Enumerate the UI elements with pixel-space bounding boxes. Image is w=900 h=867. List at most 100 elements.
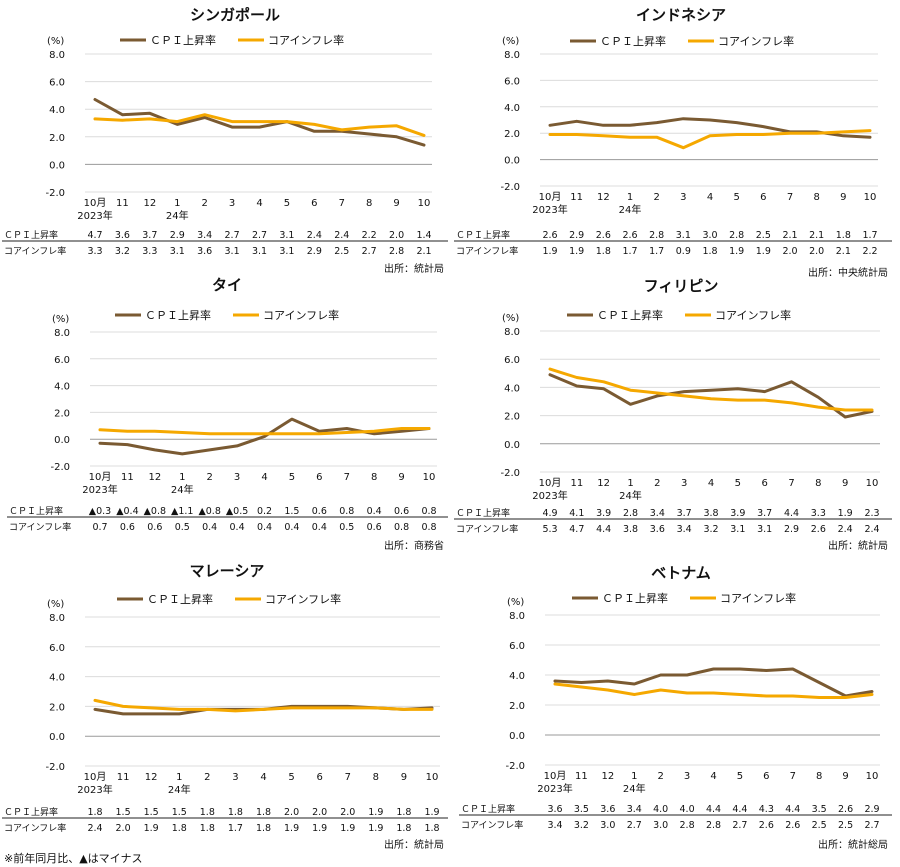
table-cell: 1.5 xyxy=(172,807,187,818)
table-cell: 0.5 xyxy=(339,522,354,533)
table-cell: 2.7 xyxy=(225,230,240,241)
y-tick-label: 8.0 xyxy=(509,611,525,622)
table-cell: 0.4 xyxy=(202,522,217,533)
table-cell: 2.5 xyxy=(756,230,771,241)
table-cell: 2.8 xyxy=(680,820,695,831)
x-tick-label: 7 xyxy=(339,198,345,209)
x-tick-label: 10月 xyxy=(539,191,562,203)
x-tick-label: 10 xyxy=(423,472,436,483)
x-tick-label: 10 xyxy=(864,192,877,203)
table-cell: 2.0 xyxy=(340,807,355,818)
table-cell: 0.9 xyxy=(676,246,691,257)
table-cell: 1.8 xyxy=(596,246,611,257)
table-cell: 0.6 xyxy=(367,522,382,533)
table-cell: 1.9 xyxy=(756,246,771,257)
chart-legend: ＣＰＩ上昇率 コアインフレ率 xyxy=(572,591,796,605)
table-row-label: コアインフレ率 xyxy=(9,521,71,533)
table-cell: 4.4 xyxy=(785,804,800,815)
table-cell: 2.1 xyxy=(836,246,851,257)
table-cell: 0.2 xyxy=(257,506,272,517)
y-tick-label: 6.0 xyxy=(509,641,525,652)
table-cell: 2.8 xyxy=(623,508,638,519)
legend-label-core: コアインフレ率 xyxy=(715,308,791,322)
table-cell: 1.8 xyxy=(172,823,187,834)
table-cell: 2.6 xyxy=(759,820,774,831)
legend-label-core: コアインフレ率 xyxy=(268,33,344,47)
chart-legend: ＣＰＩ上昇率 コアインフレ率 xyxy=(115,308,339,322)
table-cell: 3.6 xyxy=(650,524,665,535)
x-tick-label: 8 xyxy=(366,198,372,209)
chart-title: シンガポール xyxy=(190,6,280,24)
table-cell: 1.8 xyxy=(702,246,717,257)
table-cell: 0.8 xyxy=(421,506,436,517)
x-tick-label: 3 xyxy=(681,478,687,489)
table-cell: 2.0 xyxy=(782,246,797,257)
y-axis-unit: (%) xyxy=(502,36,519,47)
y-tick-label: 0.0 xyxy=(504,440,520,451)
y-tick-label: 0.0 xyxy=(504,156,520,167)
table-cell: ▲0.4 xyxy=(116,506,138,517)
table-cell: 2.6 xyxy=(785,820,800,831)
x-tick-label: 8 xyxy=(371,472,377,483)
table-cell: 1.9 xyxy=(340,823,355,834)
table-cell: 2.5 xyxy=(812,820,827,831)
table-cell: 1.7 xyxy=(649,246,664,257)
x-tick-label: 6 xyxy=(311,198,317,209)
table-cell: 4.4 xyxy=(706,804,721,815)
x-tick-label: 1 xyxy=(627,192,633,203)
y-tick-label: 2.0 xyxy=(49,133,65,144)
x-tick-label: 10月 xyxy=(84,771,107,783)
y-tick-label: 0.0 xyxy=(49,732,65,743)
table-cell: 1.8 xyxy=(424,823,439,834)
table-cell: 3.9 xyxy=(730,508,745,519)
x-tick-label: 4 xyxy=(261,472,267,483)
x-year-label: 2023年 xyxy=(532,489,567,502)
table-cell: 2.1 xyxy=(416,246,431,257)
x-tick-label: 1 xyxy=(631,771,637,782)
table-cell: 0.5 xyxy=(175,522,190,533)
chart-title: マレーシア xyxy=(190,562,265,580)
legend-label-cpi: ＣＰＩ上昇率 xyxy=(145,308,211,322)
table-cell: 2.9 xyxy=(170,230,185,241)
table-cell: 2.5 xyxy=(334,246,349,257)
table-row-label: コアインフレ率 xyxy=(4,822,66,834)
table-cell: 2.8 xyxy=(729,230,744,241)
table-cell: 3.4 xyxy=(627,804,642,815)
table-cell: 3.4 xyxy=(547,820,562,831)
x-tick-label: 10月 xyxy=(84,197,107,209)
table-cell: ▲0.8 xyxy=(144,506,166,517)
x-tick-label: 9 xyxy=(393,198,399,209)
y-tick-label: -2.0 xyxy=(45,762,65,773)
x-tick-label: 2 xyxy=(654,478,660,489)
table-cell: 3.0 xyxy=(702,230,717,241)
x-tick-label: 10 xyxy=(418,198,431,209)
footnote: ※前年同月比、▲はマイナス xyxy=(4,852,143,865)
y-tick-label: 6.0 xyxy=(54,355,70,366)
x-tick-label: 5 xyxy=(735,478,741,489)
x-year-label: 24年 xyxy=(168,783,191,796)
x-tick-label: 11 xyxy=(575,771,588,782)
table-cell: 1.7 xyxy=(862,230,877,241)
x-tick-label: 4 xyxy=(260,772,266,783)
table-cell: 2.0 xyxy=(809,246,824,257)
legend-label-cpi: ＣＰＩ上昇率 xyxy=(150,33,216,47)
legend-label-cpi: ＣＰＩ上昇率 xyxy=(597,308,663,322)
chart-legend: ＣＰＩ上昇率 コアインフレ率 xyxy=(117,592,341,606)
x-tick-label: 6 xyxy=(760,192,766,203)
y-tick-label: 2.0 xyxy=(49,702,65,713)
x-tick-label: 1 xyxy=(174,198,180,209)
x-tick-label: 4 xyxy=(708,478,714,489)
table-cell: 2.1 xyxy=(809,230,824,241)
x-tick-label: 8 xyxy=(813,192,819,203)
table-cell: 0.6 xyxy=(147,522,162,533)
x-tick-label: 4 xyxy=(256,198,262,209)
y-tick-label: 8.0 xyxy=(504,50,520,61)
table-cell: 1.9 xyxy=(838,508,853,519)
x-tick-label: 12 xyxy=(597,478,610,489)
table-cell: 0.4 xyxy=(367,506,382,517)
y-tick-label: 2.0 xyxy=(504,412,520,423)
y-tick-label: 6.0 xyxy=(49,643,65,654)
x-tick-label: 10 xyxy=(866,771,879,782)
table-cell: 2.6 xyxy=(622,230,637,241)
table-row-label: コアインフレ率 xyxy=(456,245,518,257)
